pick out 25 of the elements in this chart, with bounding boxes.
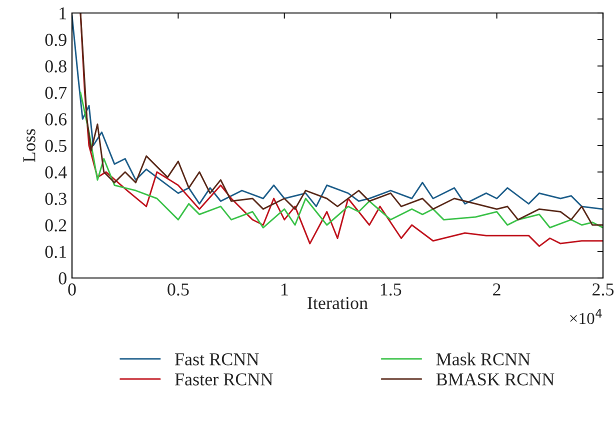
y-tick-label: 0.7 [45,86,67,100]
y-tick-label: 0.8 [45,60,66,73]
y-tick-label: 0.5 [45,140,66,152]
legend-label: Fast RCNN [175,353,259,366]
x-tick-label: 0.5 [168,283,189,296]
line-series [80,92,603,228]
x-tick-label: 1.5 [380,283,402,296]
y-tick-label: 0.6 [45,113,67,126]
x-axis-title: Iteration [308,297,368,310]
legend-label: Mask RCNN [436,352,530,366]
y-tick-label: 0.1 [45,246,66,258]
legend-label: BMASK RCNN [436,373,554,386]
x-tick-label: 1 [281,283,288,296]
y-tick-label: 0.3 [45,192,66,206]
y-tick-label: 0.4 [45,166,67,179]
x-tick-label: 2.5 [592,283,614,296]
y-tick-label: 0.9 [45,34,66,46]
y-axis-title: Loss [23,129,36,162]
y-tick-label: 0.2 [45,219,66,232]
x-tick-label: 2 [493,283,500,296]
legend-label: Faster RCNN [175,373,273,386]
text: ×10$^{4}$ [570,309,602,324]
y-tick-label: 0 [58,272,66,284]
y-tick-label: 1 [60,7,66,20]
x-tick-label: 0 [68,283,76,296]
